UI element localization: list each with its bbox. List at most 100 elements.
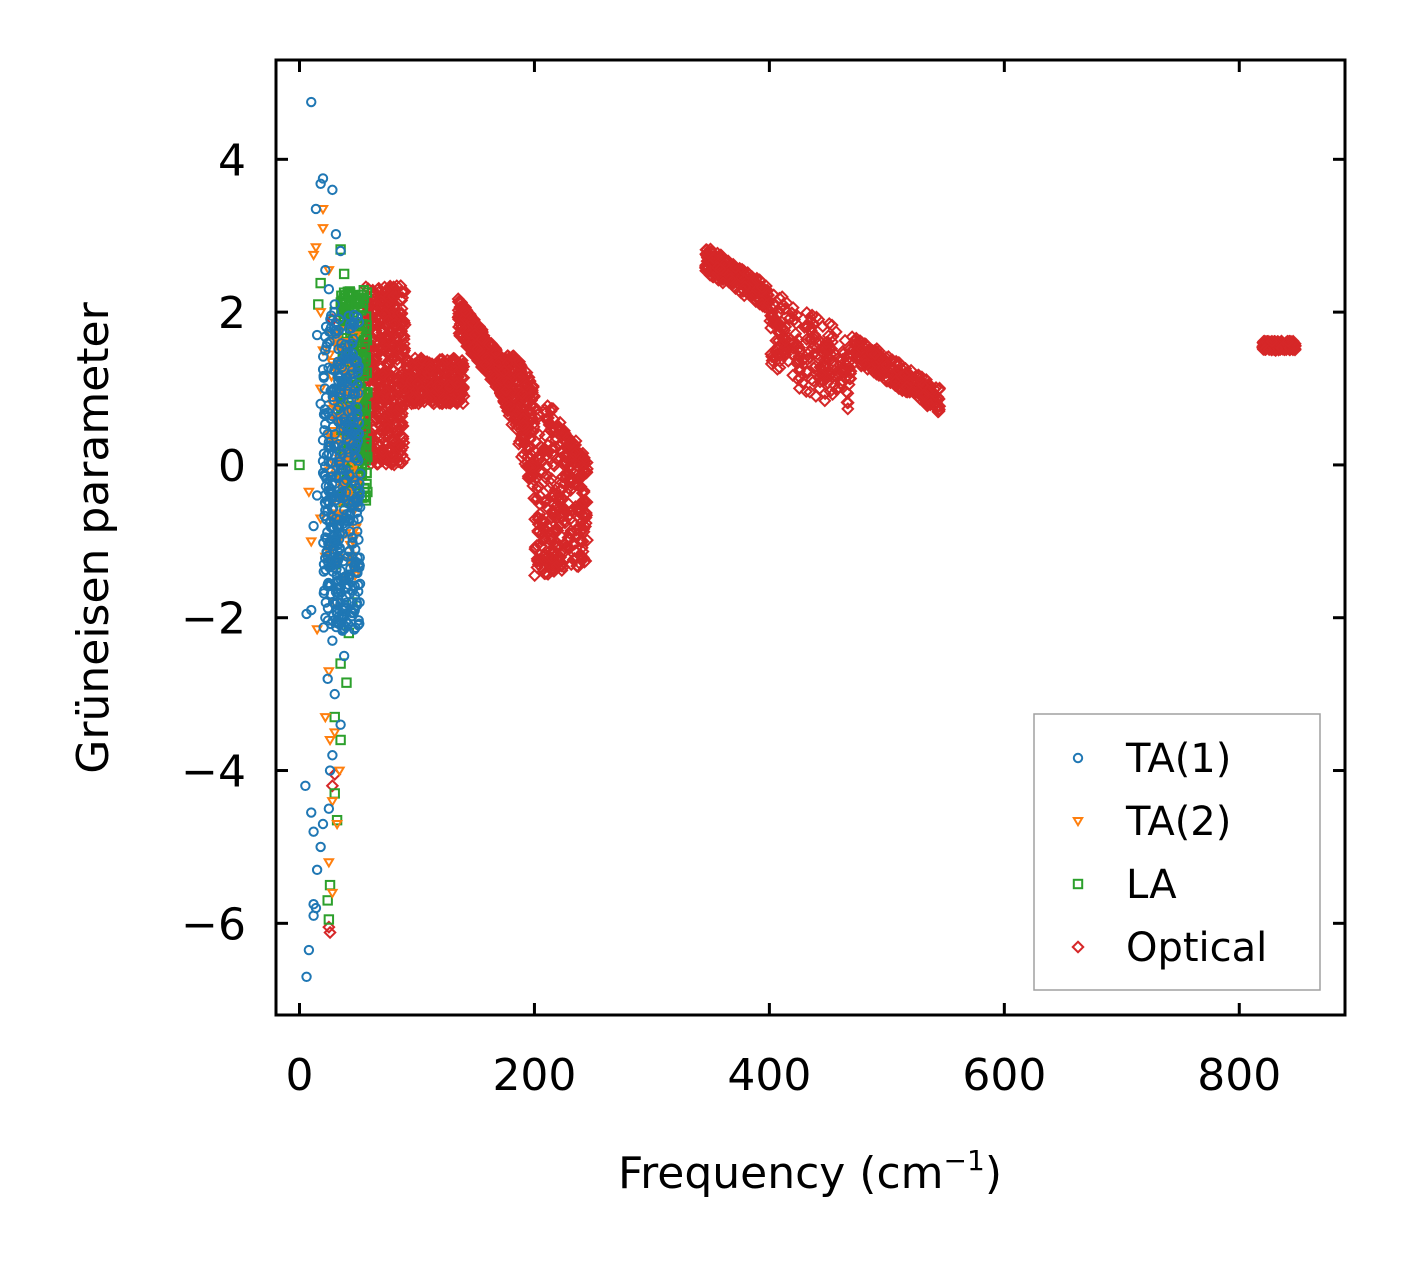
data-point-diamond [376,368,390,382]
data-point-diamond [322,920,336,934]
data-point-diamond [538,495,552,510]
data-point-diamond [825,387,840,402]
data-point-circle [326,364,337,375]
data-point-circle [322,578,334,590]
data-point-diamond [528,512,542,526]
data-point-diamond [522,404,537,418]
data-point-circle [352,379,363,391]
data-point-diamond [841,402,855,416]
data-point-circle [311,329,323,341]
data-point-diamond [389,448,404,462]
data-point-diamond [457,332,472,346]
data-point-triangle-down [314,308,327,319]
data-point-circle [353,534,364,545]
x-tick-label: 400 [727,1050,811,1101]
data-point-diamond [515,387,530,401]
data-point-circle [315,841,326,853]
data-point-diamond [555,511,569,525]
data-point-diamond [832,381,846,395]
axis-ticks: 0 200 400 600 800 −6 −4 −2 0 2 4 [181,60,1345,1101]
data-point-circle [319,510,330,522]
data-point-triangle-down [324,736,336,747]
data-point-circle [326,471,338,482]
data-point-diamond [368,366,383,381]
data-point-diamond [408,365,423,379]
data-point-diamond [498,397,513,411]
data-point-square [324,879,336,891]
data-point-diamond [465,316,480,330]
data-point-diamond [818,342,833,356]
data-point-diamond [456,357,470,371]
data-point-diamond [395,406,409,421]
data-point-diamond [839,385,854,399]
data-point-circle [327,534,339,546]
data-point-diamond [569,445,584,459]
data-point-square [322,895,333,906]
data-point-triangle-down [307,250,320,261]
y-tick-label: 4 [218,135,246,186]
plot-area [294,96,1303,982]
data-point-circle [329,428,340,440]
data-point-diamond [451,292,465,306]
data-point-diamond [521,460,535,474]
data-point-diamond [504,385,518,399]
data-point-diamond [577,485,591,499]
data-point-square [341,677,352,688]
y-tick-label: −4 [181,747,246,798]
data-point-circle [324,498,335,509]
data-point-circle [320,321,332,332]
data-point-circle [324,336,335,348]
data-point-circle [322,673,333,685]
data-point-diamond [404,373,419,388]
data-point-diamond [577,552,591,566]
data-point-diamond [555,475,569,490]
data-point-square [362,451,373,463]
data-point-diamond [572,505,586,519]
data-point-circle [331,472,342,484]
data-point-triangle-down [319,713,332,724]
data-point-diamond [565,502,580,517]
data-point-triangle-down [331,820,344,831]
data-point-diamond [527,491,541,505]
data-point-diamond [501,376,516,390]
data-point-diamond [809,341,823,355]
data-point-diamond [453,317,467,331]
legend-marker-diamond [1071,940,1085,954]
data-point-diamond [387,458,401,472]
data-point-diamond [843,366,858,381]
data-point-diamond [897,368,912,382]
data-point-circle [335,489,346,501]
data-point-diamond [325,779,340,793]
data-point-circle [332,371,343,382]
data-point-circle [325,413,336,424]
data-point-diamond [532,427,546,442]
data-point-diamond [384,362,399,376]
data-point-circle [332,404,343,416]
data-point-square [358,285,369,296]
data-point-circle [325,385,336,396]
data-point-circle [342,551,353,563]
data-point-diamond [764,347,778,361]
data-point-diamond [430,379,445,393]
y-axis-label: Grüneisen parameter [68,301,119,773]
data-point-diamond [555,470,570,484]
data-point-diamond [914,373,928,388]
data-point-diamond [829,361,844,376]
y-tick-label: −2 [181,594,246,645]
data-point-diamond [366,305,381,319]
data-point-diamond [397,285,411,300]
data-point-diamond [463,307,477,321]
data-point-diamond [804,323,818,338]
data-point-diamond [769,333,783,348]
data-point-diamond [425,357,439,371]
data-point-circle [323,284,335,295]
data-point-diamond [489,345,503,360]
data-point-diamond [406,390,420,405]
data-point-diamond [841,347,856,361]
data-point-diamond [820,369,834,383]
data-point-diamond [570,550,584,565]
data-point-triangle-down [328,728,341,739]
data-point-diamond [396,345,411,360]
data-point-diamond [573,456,587,470]
data-point-triangle-down [322,858,335,869]
